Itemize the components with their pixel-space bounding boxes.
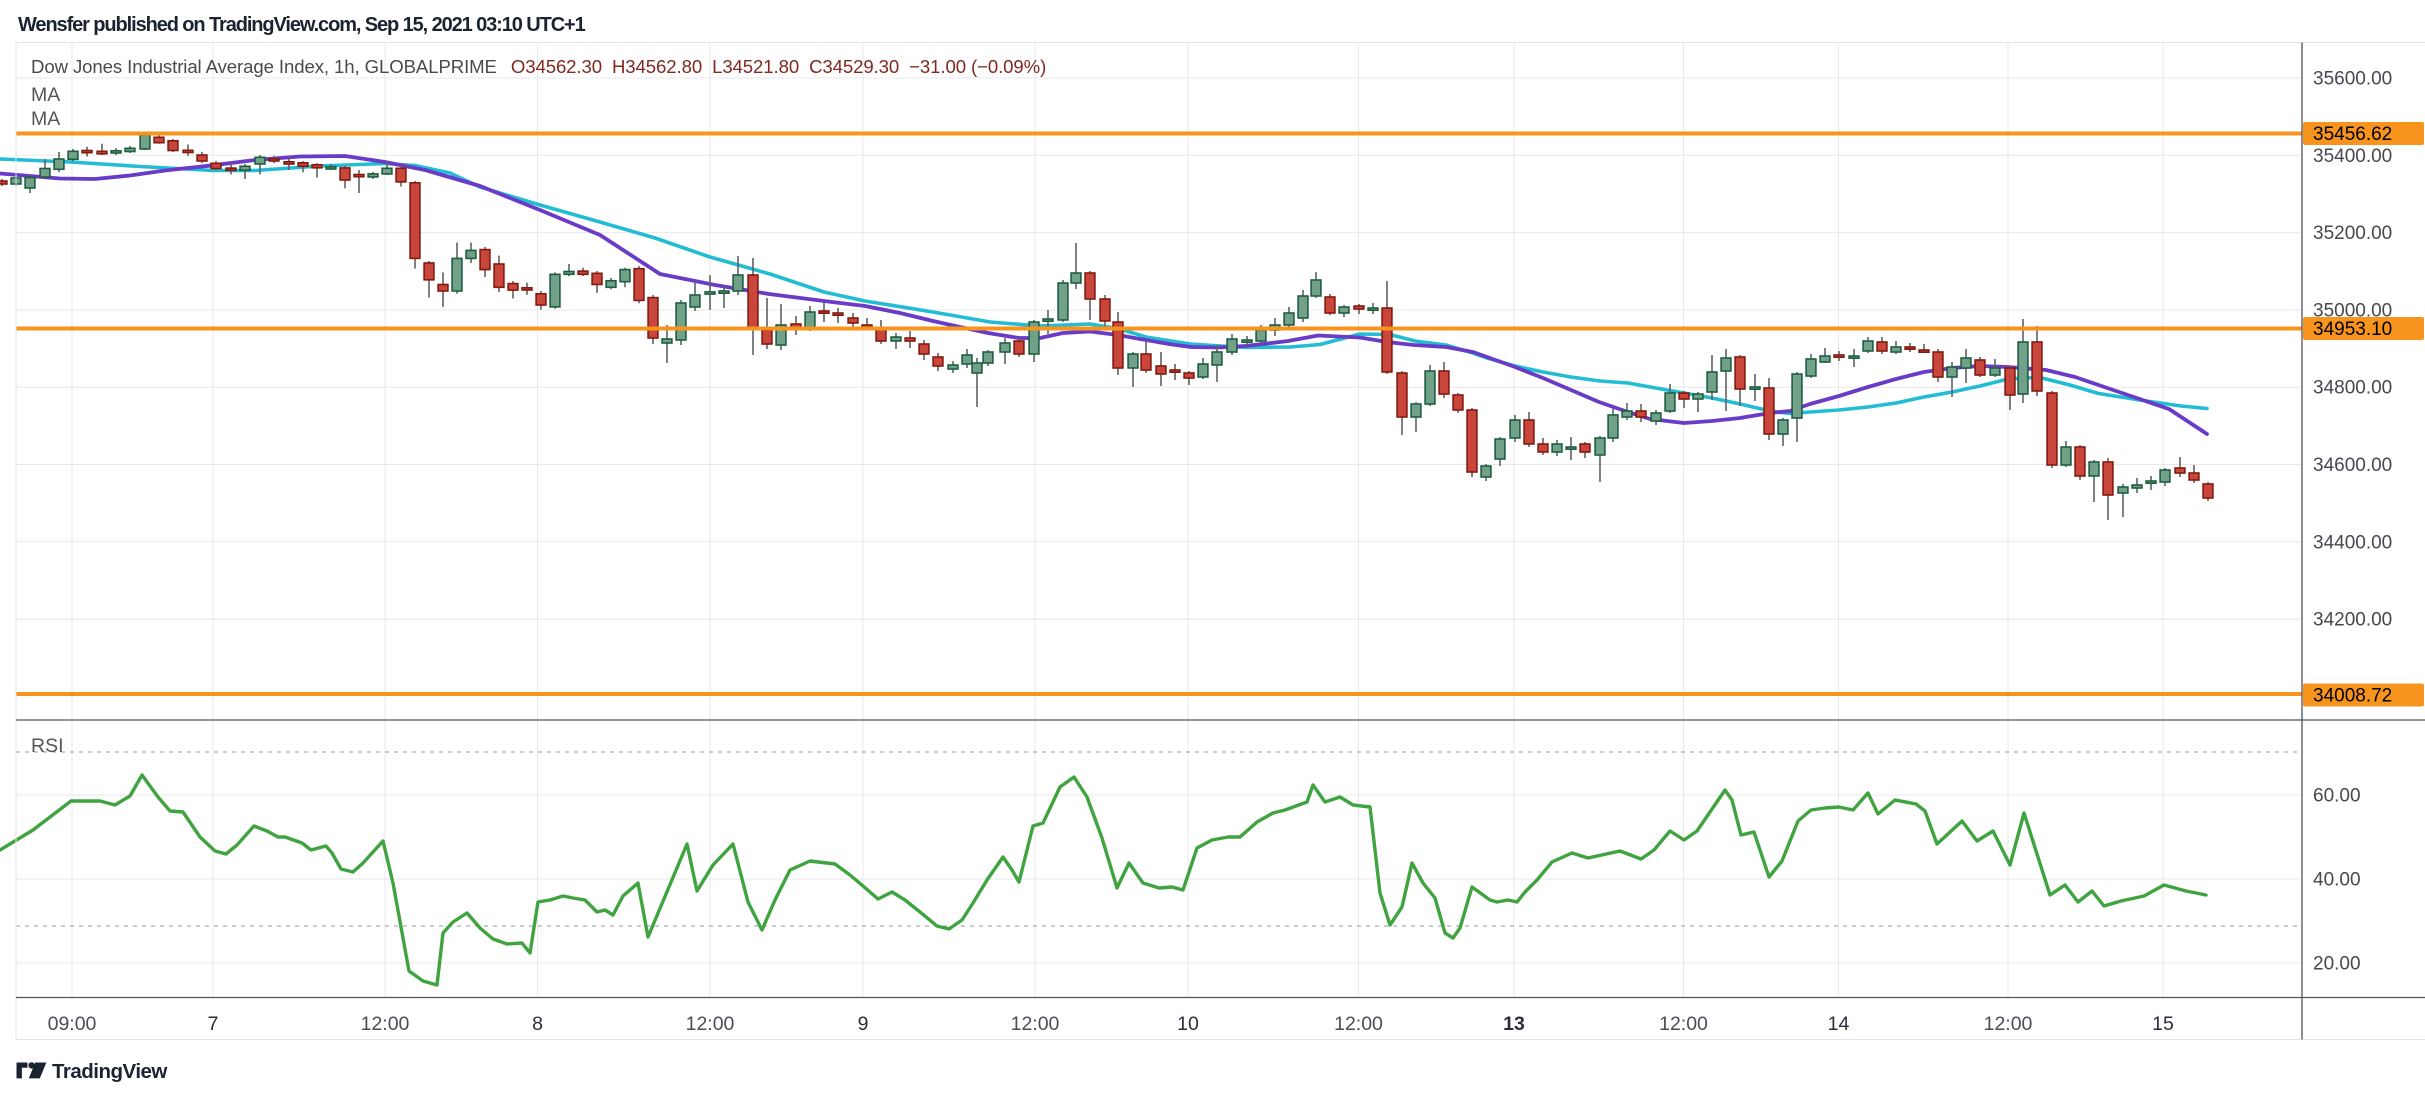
svg-text:35200.00: 35200.00 <box>2313 223 2392 244</box>
svg-text:34800.00: 34800.00 <box>2313 378 2392 399</box>
svg-text:12:00: 12:00 <box>1659 1013 1708 1035</box>
svg-text:MA: MA <box>31 108 60 130</box>
svg-text:TradingView: TradingView <box>52 1060 167 1083</box>
svg-text:60.00: 60.00 <box>2313 786 2361 807</box>
svg-text:34200.00: 34200.00 <box>2313 610 2392 631</box>
svg-text:35600.00: 35600.00 <box>2313 69 2392 90</box>
svg-text:12:00: 12:00 <box>1334 1013 1383 1035</box>
svg-text:35400.00: 35400.00 <box>2313 146 2392 167</box>
svg-text:10: 10 <box>1177 1013 1199 1035</box>
svg-text:34008.72: 34008.72 <box>2313 686 2392 707</box>
svg-text:20.00: 20.00 <box>2313 954 2361 975</box>
svg-text:12:00: 12:00 <box>1984 1013 2033 1035</box>
svg-text:12:00: 12:00 <box>361 1013 410 1035</box>
svg-text:14: 14 <box>1828 1013 1850 1035</box>
svg-text:35456.62: 35456.62 <box>2313 124 2392 145</box>
svg-text:34953.10: 34953.10 <box>2313 319 2392 340</box>
svg-text:9: 9 <box>858 1013 869 1035</box>
svg-text:09:00: 09:00 <box>48 1013 97 1035</box>
svg-text:RSI: RSI <box>31 735 64 757</box>
svg-text:12:00: 12:00 <box>686 1013 735 1035</box>
svg-text:7: 7 <box>208 1013 219 1035</box>
svg-text:35000.00: 35000.00 <box>2313 301 2392 322</box>
svg-text:13: 13 <box>1503 1013 1525 1035</box>
svg-text:Wensfer published on TradingVi: Wensfer published on TradingView.com, Se… <box>18 14 586 36</box>
svg-text:12:00: 12:00 <box>1011 1013 1060 1035</box>
svg-text:Dow Jones Industrial Average I: Dow Jones Industrial Average Index, 1h, … <box>31 56 1046 77</box>
svg-text:15: 15 <box>2152 1013 2174 1035</box>
svg-text:34600.00: 34600.00 <box>2313 455 2392 476</box>
svg-text:8: 8 <box>532 1013 543 1035</box>
svg-text:40.00: 40.00 <box>2313 870 2361 891</box>
svg-text:34400.00: 34400.00 <box>2313 532 2392 553</box>
svg-text:MA: MA <box>31 84 60 106</box>
